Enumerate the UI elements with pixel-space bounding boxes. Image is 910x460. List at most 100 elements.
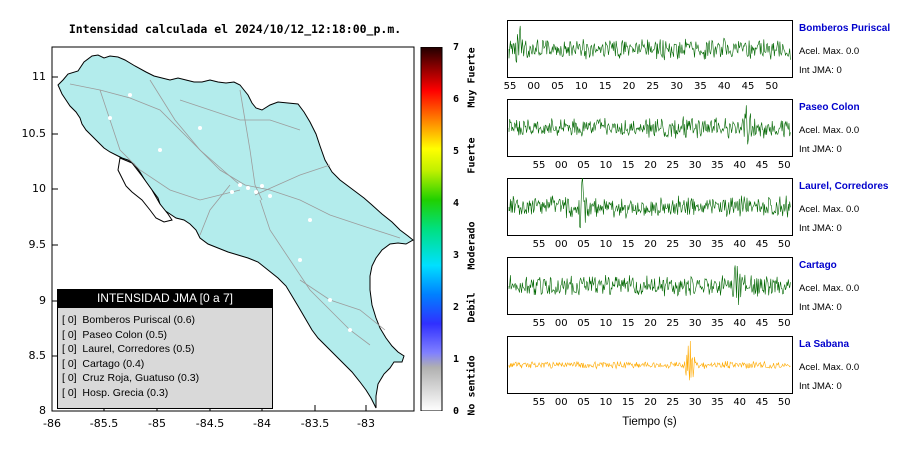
waveform-tick: 45 bbox=[741, 81, 755, 92]
intensity-colorbar bbox=[420, 47, 443, 411]
waveform-tick: 50 bbox=[777, 239, 791, 250]
waveform-tick: 35 bbox=[694, 81, 707, 92]
waveform-tick: 55 bbox=[532, 397, 546, 408]
map-x-tick: -86 bbox=[43, 417, 61, 430]
legend-row: [ 0] Cartago (0.4) bbox=[62, 357, 145, 370]
waveform-tick: 55 bbox=[532, 239, 546, 250]
legend-row: [ 0] Bomberos Puriscal (0.6) bbox=[62, 314, 196, 326]
colorbar-tick: 7 bbox=[453, 42, 460, 53]
station-jma: Int JMA: 0 bbox=[799, 381, 842, 392]
waveform-tick: 25 bbox=[646, 81, 660, 92]
map-y-tick: 11 bbox=[32, 70, 46, 83]
waveform-tick: 55 bbox=[503, 81, 517, 92]
map-y-tick: 10 bbox=[32, 182, 46, 195]
waveform-tick: 05 bbox=[577, 239, 590, 250]
station-name: La Sabana bbox=[799, 339, 850, 350]
waveform-tick: 10 bbox=[599, 397, 613, 408]
waveform-xlabel: Tiempo (s) bbox=[622, 416, 677, 428]
waveform-tick: 40 bbox=[717, 81, 731, 92]
waveform-tick: 20 bbox=[622, 81, 636, 92]
map-x-tick: -85.5 bbox=[89, 417, 119, 430]
waveform-tick: 05 bbox=[577, 160, 590, 171]
colorbar-tick: 1 bbox=[453, 354, 460, 365]
station-jma: Int JMA: 0 bbox=[799, 223, 842, 234]
waveform-tick: 35 bbox=[711, 397, 724, 408]
legend-row: [ 0] Paseo Colon (0.5) bbox=[62, 328, 168, 341]
map-y-tick: 9.5 bbox=[28, 238, 47, 251]
station-jma: Int JMA: 0 bbox=[799, 65, 842, 76]
colorbar-label: Fuerte bbox=[466, 137, 478, 174]
map-title: Intensidad calculada el 2024/10/12_12:18… bbox=[68, 22, 402, 36]
waveform-tick: 30 bbox=[670, 81, 683, 92]
map-y-tick: 8 bbox=[39, 404, 46, 417]
waveform-tick: 00 bbox=[527, 81, 541, 92]
waveform-tick: 25 bbox=[666, 239, 680, 250]
colorbar-tick: 2 bbox=[453, 302, 460, 313]
waveform-tick: 10 bbox=[599, 239, 613, 250]
map-x-tick: -83.5 bbox=[300, 417, 330, 430]
map-x-tick: -85 bbox=[148, 417, 166, 430]
colorbar-tick: 6 bbox=[453, 94, 460, 105]
waveform-tick: 10 bbox=[599, 160, 613, 171]
waveform-3 bbox=[507, 257, 793, 315]
waveform-tick: 00 bbox=[554, 160, 568, 171]
map-x-tick: -84.5 bbox=[195, 417, 225, 430]
waveform-tick: 20 bbox=[644, 239, 657, 250]
station-name: Paseo Colon bbox=[799, 102, 860, 113]
waveform-tick: 50 bbox=[777, 318, 791, 329]
waveform-tick: 35 bbox=[711, 318, 724, 329]
waveform-tick: 30 bbox=[688, 160, 702, 171]
waveform-tick: 50 bbox=[765, 81, 779, 92]
legend-row: [ 0] Cruz Roja, Guatuso (0.3) bbox=[62, 372, 200, 384]
map-x-tick: -84 bbox=[253, 417, 271, 430]
waveform-tick: 10 bbox=[599, 318, 613, 329]
waveform-4 bbox=[507, 336, 793, 394]
colorbar-tick: 0 bbox=[453, 406, 460, 417]
waveform-tick: 40 bbox=[733, 397, 747, 408]
waveform-tick: 15 bbox=[621, 239, 635, 250]
station-name: Cartago bbox=[799, 260, 837, 271]
colorbar-tick: 3 bbox=[453, 250, 460, 261]
waveform-tick: 15 bbox=[621, 397, 635, 408]
waveform-tick: 25 bbox=[666, 397, 680, 408]
legend-title: INTENSIDAD JMA [0 a 7] bbox=[57, 289, 273, 308]
waveform-tick: 15 bbox=[621, 318, 635, 329]
waveform-tick: 05 bbox=[551, 81, 564, 92]
waveform-tick: 40 bbox=[733, 239, 747, 250]
waveform-tick: 20 bbox=[644, 160, 657, 171]
station-accel: Acel. Max. 0.0 bbox=[799, 204, 860, 215]
waveform-tick: 45 bbox=[755, 160, 769, 171]
station-jma: Int JMA: 0 bbox=[799, 144, 842, 155]
waveform-tick: 40 bbox=[733, 160, 747, 171]
waveform-tick: 35 bbox=[711, 160, 724, 171]
waveform-tick: 40 bbox=[733, 318, 747, 329]
station-accel: Acel. Max. 0.0 bbox=[799, 362, 860, 373]
waveform-tick: 55 bbox=[532, 318, 546, 329]
map-y-tick: 9 bbox=[39, 294, 46, 307]
map-y-tick: 8.5 bbox=[28, 349, 47, 362]
map-y-tick: 10.5 bbox=[21, 127, 47, 140]
station-name: Bomberos Puriscal bbox=[799, 23, 891, 34]
waveform-tick: 00 bbox=[554, 397, 568, 408]
waveform-tick: 00 bbox=[554, 239, 568, 250]
legend-box bbox=[57, 289, 273, 409]
colorbar-label: Debil bbox=[466, 292, 478, 323]
waveform-tick: 15 bbox=[621, 160, 635, 171]
waveform-tick: 50 bbox=[777, 397, 791, 408]
colorbar-label: No sentido bbox=[466, 355, 478, 416]
waveform-tick: 20 bbox=[644, 318, 657, 329]
waveform-tick: 00 bbox=[554, 318, 568, 329]
waveform-1 bbox=[507, 99, 793, 157]
station-jma: Int JMA: 0 bbox=[799, 302, 842, 313]
waveform-2 bbox=[507, 178, 793, 236]
station-name: Laurel, Corredores bbox=[799, 181, 889, 192]
station-accel: Acel. Max. 0.0 bbox=[799, 125, 860, 136]
station-accel: Acel. Max. 0.0 bbox=[799, 283, 860, 294]
waveform-tick: 30 bbox=[688, 397, 702, 408]
waveform-0 bbox=[507, 20, 793, 78]
waveform-tick: 25 bbox=[666, 160, 680, 171]
station-accel: Acel. Max. 0.0 bbox=[799, 46, 860, 57]
waveform-tick: 50 bbox=[777, 160, 791, 171]
waveform-tick: 35 bbox=[711, 239, 724, 250]
waveform-tick: 30 bbox=[688, 318, 702, 329]
